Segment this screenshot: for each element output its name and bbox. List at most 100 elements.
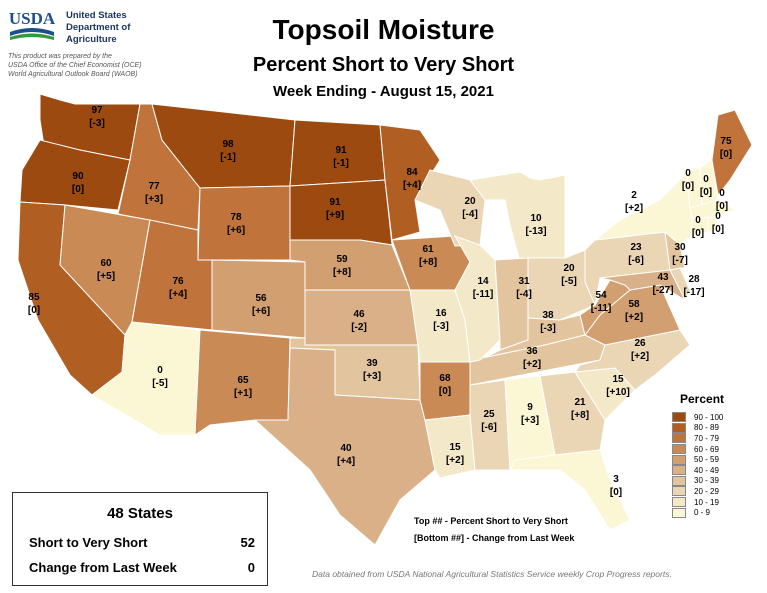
state-LA [424, 414, 476, 479]
legend-item: 0 - 9 [672, 507, 724, 518]
state-value: 23 [630, 242, 642, 253]
state-change: [-5] [561, 276, 577, 287]
state-label-WA: 97 [-3] [89, 104, 105, 130]
state-label-FL: 3 [0] [610, 473, 622, 499]
state-value: 30 [674, 242, 686, 253]
state-label-NV: 60 [+5] [97, 257, 115, 283]
state-label-KS: 46 [-2] [351, 308, 367, 334]
note-line: This product was prepared by the [8, 53, 112, 60]
state-change: [+2] [624, 203, 644, 214]
state-label-NY: 2 [+2] [625, 189, 643, 215]
state-label-AL: 9 [+3] [521, 401, 539, 427]
state-change: [+1] [233, 388, 253, 399]
state-value: 60 [100, 258, 112, 269]
state-value: 76 [172, 276, 184, 287]
note-line: World Agricultural Outlook Board (WAOB) [8, 71, 138, 78]
state-label-MD: 43 [-27] [652, 271, 673, 297]
state-change: [-17] [683, 287, 705, 298]
state-label-AZ: 0 [-5] [152, 364, 168, 390]
state-change: [-1] [333, 158, 349, 169]
state-label-TX: 40 [+4] [337, 442, 355, 468]
state-change: [-4] [462, 209, 478, 220]
state-label-AR: 68 [0] [439, 372, 451, 398]
legend-swatch [672, 433, 686, 444]
state-change: [+8] [332, 267, 352, 278]
state-value: 78 [230, 212, 242, 223]
state-value: 0 [719, 188, 725, 199]
state-OR [19, 139, 131, 211]
state-value: 0 [695, 215, 701, 226]
legend: Percent 90 - 100 80 - 89 70 - 79 60 - 69 50 … [672, 392, 724, 518]
state-label-KY: 38 [-3] [540, 309, 556, 335]
state-label-MO: 16 [-3] [433, 307, 449, 333]
state-value: 0 [703, 174, 709, 185]
state-RI [707, 216, 717, 233]
legend-label: 20 - 29 [694, 486, 719, 496]
state-change: [-3] [89, 118, 105, 129]
state-label-CT: 0 [0] [692, 214, 704, 240]
legend-swatch [672, 465, 686, 476]
prepared-by-note: This product was prepared by the USDA Of… [8, 52, 142, 79]
state-change: [+4] [336, 456, 356, 467]
state-label-WI: 20 [-4] [462, 195, 478, 221]
state-label-CA: 85 [0] [28, 291, 40, 317]
legend-label: 60 - 69 [694, 444, 719, 454]
state-NJ [664, 230, 686, 271]
state-label-ID: 77 [+3] [145, 180, 163, 206]
state-label-MN: 84 [+4] [403, 166, 421, 192]
state-label-GA: 21 [+8] [571, 396, 589, 422]
state-label-NM: 65 [+1] [234, 374, 252, 400]
state-label-MA: 0 [0] [716, 187, 728, 213]
legend-swatch [672, 444, 686, 455]
summary-title: 48 States [107, 505, 173, 522]
state-change: [+2] [522, 359, 542, 370]
state-label-NH: 0 [0] [700, 173, 712, 199]
summary-short-label: Short to Very Short [29, 535, 148, 550]
key-bottom: [Bottom ##] - Change from Last Week [414, 533, 575, 543]
legend-label: 80 - 89 [694, 423, 719, 433]
state-change: [+6] [251, 306, 271, 317]
summary-row-short: Short to Very Short 52 [29, 535, 255, 550]
state-value: 75 [720, 136, 732, 147]
state-label-IN: 31 [-4] [516, 275, 532, 301]
state-value: 14 [477, 276, 489, 287]
legend-swatch [672, 486, 686, 497]
state-label-WY: 78 [+6] [227, 211, 245, 237]
legend-swatch [672, 507, 686, 518]
state-change: [0] [691, 228, 705, 239]
state-value: 0 [157, 365, 163, 376]
state-value: 61 [422, 244, 434, 255]
state-MN [379, 124, 441, 241]
state-change: [+3] [144, 194, 164, 205]
state-change: [0] [27, 305, 41, 316]
state-value: 26 [634, 338, 646, 349]
state-label-LA: 15 [+2] [446, 441, 464, 467]
summary-short-value: 52 [240, 535, 255, 550]
legend-title: Percent [680, 392, 725, 406]
svg-text:USDA: USDA [9, 9, 56, 28]
state-label-OK: 39 [+3] [363, 357, 381, 383]
state-change: [-11] [472, 289, 494, 300]
state-label-RI: 0 [0] [712, 210, 724, 236]
state-change: [+9] [325, 210, 345, 221]
state-change: [-6] [628, 255, 644, 266]
state-value: 36 [526, 346, 538, 357]
state-change: [+5] [96, 271, 116, 282]
state-change: [-11] [590, 303, 612, 314]
state-value: 25 [483, 409, 495, 420]
state-value: 68 [439, 373, 451, 384]
state-change: [+2] [445, 455, 465, 466]
state-change: [-6] [481, 422, 497, 433]
state-GA [539, 371, 606, 456]
state-change: [+4] [402, 180, 422, 191]
legend-item: 60 - 69 [672, 444, 724, 455]
state-value: 15 [449, 442, 461, 453]
state-value: 56 [255, 293, 267, 304]
state-change: [-27] [652, 285, 674, 296]
state-ME [711, 109, 753, 197]
agency-name: United States Department of Agriculture [66, 10, 130, 46]
state-label-IA: 61 [+8] [419, 243, 437, 269]
state-MA [689, 199, 737, 219]
state-MI [469, 171, 566, 263]
